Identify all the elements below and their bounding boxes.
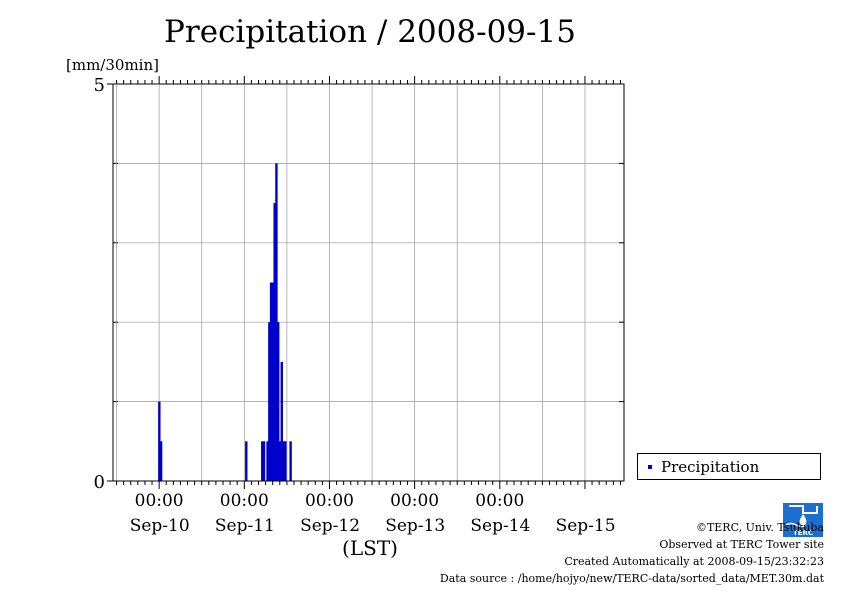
y-tick-label: 0 bbox=[94, 472, 105, 493]
chart-title: Precipitation / 2008-09-15 bbox=[164, 14, 576, 50]
precip-bar bbox=[284, 441, 287, 481]
credit-source: Data source : /home/hojyo/new/TERC-data/… bbox=[439, 572, 824, 585]
plot-frame bbox=[112, 83, 625, 482]
precip-bar bbox=[159, 441, 163, 481]
x-time-label: 00:00 bbox=[475, 491, 524, 511]
precip-bar bbox=[245, 441, 248, 481]
x-time-label: 00:00 bbox=[390, 491, 439, 511]
x-date-label: Sep-14 bbox=[470, 516, 530, 536]
precip-bar bbox=[158, 401, 161, 481]
precip-bar bbox=[266, 441, 269, 481]
precip-bar bbox=[261, 441, 264, 481]
x-time-label: 00:00 bbox=[220, 491, 269, 511]
legend: Precipitation bbox=[637, 453, 821, 480]
credit-copyright: ©TERC, Univ. Tsukuba bbox=[695, 521, 824, 534]
legend-swatch bbox=[648, 465, 652, 469]
x-date-label: Sep-12 bbox=[300, 516, 360, 536]
precip-bar bbox=[271, 282, 275, 481]
x-time-label: 00:00 bbox=[305, 491, 354, 511]
credit-site: Observed at TERC Tower site bbox=[659, 538, 824, 551]
credit-created: Created Automatically at 2008-09-15/23:3… bbox=[564, 555, 824, 568]
precip-bar bbox=[280, 361, 283, 481]
precip-bar bbox=[275, 163, 278, 481]
x-date-label: Sep-10 bbox=[130, 516, 190, 536]
precip-bar bbox=[282, 441, 285, 481]
legend-label: Precipitation bbox=[661, 458, 760, 476]
x-axis-label: (LST) bbox=[342, 536, 398, 560]
precip-bar bbox=[269, 282, 273, 481]
x-date-label: Sep-11 bbox=[215, 516, 275, 536]
precip-bar bbox=[273, 203, 276, 481]
y-tick-label: 5 bbox=[94, 75, 105, 96]
precip-bar bbox=[289, 441, 292, 481]
precip-bar bbox=[278, 441, 282, 481]
terc-logo: TERC bbox=[783, 503, 823, 537]
y-axis-unit-label: [mm/30min] bbox=[66, 56, 159, 74]
logo-text: TERC bbox=[793, 529, 813, 537]
x-date-label: Sep-13 bbox=[385, 516, 445, 536]
precip-bar bbox=[268, 322, 271, 481]
precip-bar bbox=[277, 322, 280, 481]
precip-bar bbox=[262, 441, 266, 481]
x-date-label: Sep-15 bbox=[556, 516, 616, 536]
x-time-label: 00:00 bbox=[135, 491, 184, 511]
